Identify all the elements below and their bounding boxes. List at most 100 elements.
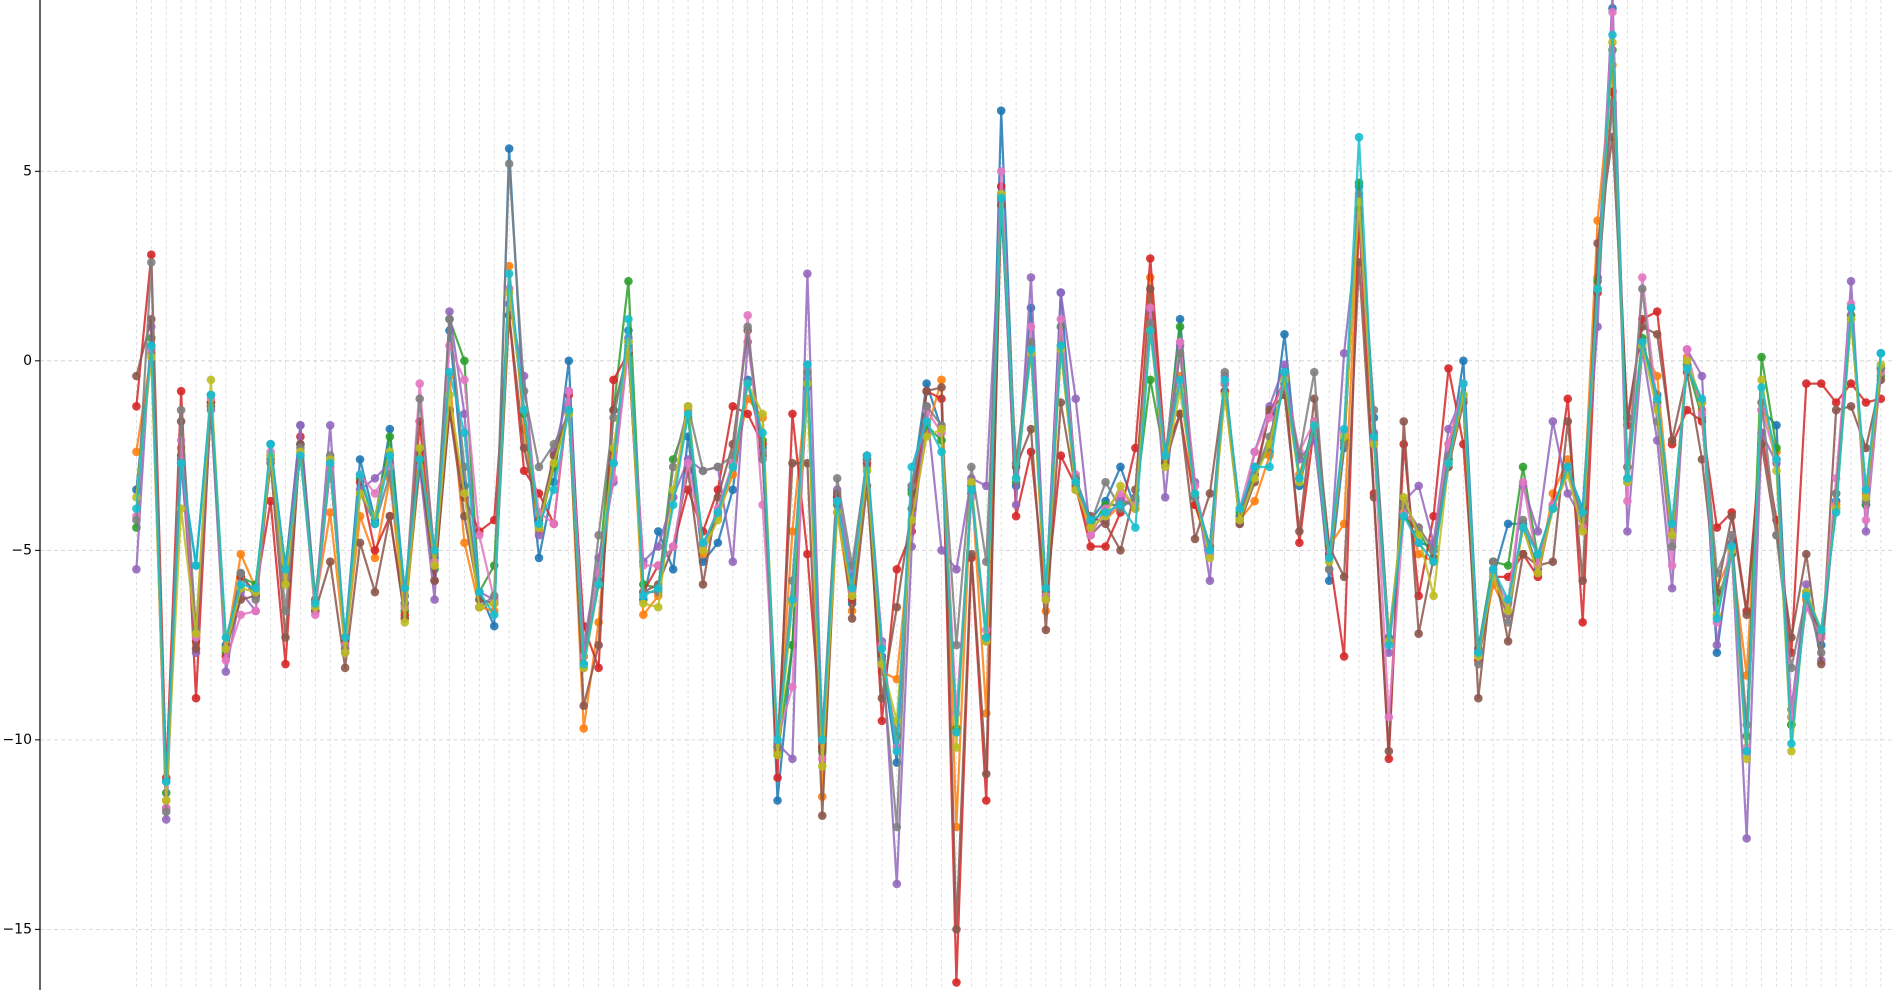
data-point — [1339, 424, 1349, 434]
data-point — [236, 549, 246, 559]
data-point — [1041, 595, 1051, 604]
data-point — [937, 424, 946, 434]
data-point — [385, 511, 395, 521]
data-point — [1772, 455, 1781, 464]
data-point — [1667, 583, 1677, 593]
data-point — [281, 580, 290, 589]
data-point — [191, 693, 201, 703]
data-point — [1041, 583, 1051, 593]
data-point — [1563, 462, 1573, 472]
data-point — [1324, 576, 1334, 585]
data-point — [1250, 496, 1259, 506]
data-point — [1041, 625, 1051, 635]
data-point — [1026, 424, 1036, 434]
data-point — [817, 762, 827, 771]
data-point — [161, 815, 171, 824]
data-point — [1145, 375, 1155, 385]
data-point — [1578, 527, 1587, 536]
data-point — [1384, 746, 1394, 756]
data-point — [1638, 284, 1647, 294]
data-point — [1533, 549, 1543, 559]
data-point — [549, 519, 559, 529]
data-point — [1071, 477, 1081, 487]
data-point — [996, 167, 1006, 176]
data-point — [1429, 557, 1438, 567]
data-point — [430, 546, 439, 555]
data-point — [325, 458, 335, 468]
data-point — [385, 432, 395, 441]
data-point — [221, 633, 231, 642]
data-point — [132, 402, 141, 411]
data-point — [639, 591, 648, 601]
data-point — [952, 640, 961, 650]
data-point — [1816, 379, 1826, 388]
data-point — [758, 428, 767, 438]
y-tick-label: −10 — [2, 732, 32, 748]
data-point — [370, 587, 380, 597]
data-point — [1116, 500, 1125, 510]
data-point — [1623, 527, 1632, 536]
data-point — [922, 417, 931, 426]
data-point — [1309, 420, 1319, 430]
data-point — [773, 773, 782, 783]
data-point — [1280, 367, 1289, 377]
data-point — [1518, 477, 1528, 487]
data-point — [1727, 530, 1737, 540]
data-point — [1682, 356, 1692, 366]
data-point — [1802, 580, 1811, 589]
data-point — [1652, 371, 1662, 381]
data-point — [1563, 455, 1573, 464]
data-point — [952, 727, 961, 737]
data-point — [892, 602, 902, 612]
data-point — [1265, 462, 1274, 472]
data-point — [281, 564, 290, 574]
data-point — [132, 515, 141, 525]
data-point — [1250, 447, 1259, 457]
plot-area — [132, 0, 1886, 987]
data-point — [996, 193, 1006, 203]
data-point — [1474, 648, 1483, 657]
data-point — [325, 420, 335, 430]
data-point — [788, 409, 797, 419]
data-point — [907, 462, 917, 472]
data-point — [1026, 345, 1036, 354]
data-point — [504, 261, 514, 271]
data-point — [728, 557, 738, 567]
data-point — [191, 644, 201, 654]
data-point — [385, 451, 395, 460]
data-point — [1056, 288, 1066, 297]
data-point — [132, 371, 141, 381]
data-point — [1175, 314, 1185, 324]
data-point — [1816, 648, 1826, 657]
data-point — [713, 508, 723, 517]
data-point — [534, 530, 544, 540]
data-point — [236, 610, 246, 620]
data-point — [1518, 549, 1528, 559]
data-point — [609, 443, 618, 453]
data-point — [415, 443, 424, 453]
data-point — [1086, 523, 1095, 532]
data-point — [206, 375, 216, 385]
data-point — [340, 663, 350, 673]
data-point — [1324, 553, 1334, 563]
data-point — [1608, 30, 1617, 40]
data-point — [683, 409, 693, 419]
data-point — [1488, 557, 1498, 567]
data-point — [1131, 523, 1140, 532]
data-point — [1831, 508, 1841, 517]
data-point — [281, 606, 290, 616]
data-point — [1578, 576, 1587, 585]
data-point — [1667, 561, 1677, 570]
data-point — [1548, 557, 1558, 567]
data-point — [1548, 504, 1558, 513]
data-point — [832, 496, 842, 506]
data-point — [1861, 398, 1871, 407]
data-point — [1787, 739, 1796, 748]
data-point — [161, 807, 171, 817]
data-point — [475, 530, 484, 540]
data-point — [460, 356, 469, 366]
data-point — [445, 307, 454, 316]
data-point — [1056, 314, 1066, 324]
data-point — [355, 470, 365, 479]
